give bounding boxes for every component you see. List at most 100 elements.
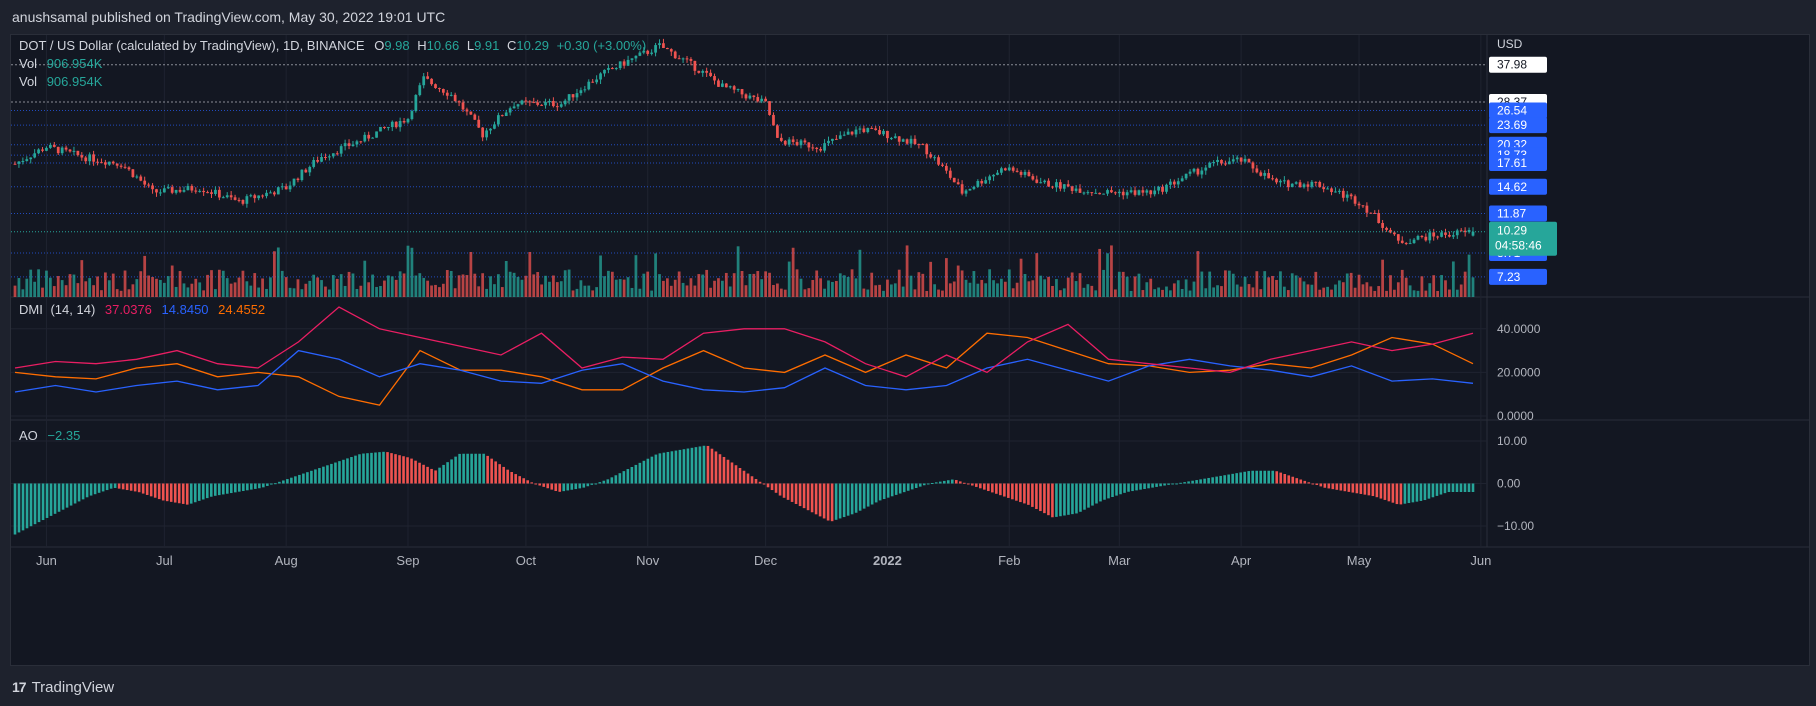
ao-bar: [950, 479, 954, 484]
ao-legend[interactable]: AO −2.35: [19, 427, 80, 445]
candle-body: [119, 165, 123, 167]
ao-bar: [1071, 483, 1074, 515]
ao-bar: [258, 483, 261, 489]
candle-body: [815, 147, 819, 149]
volume-bar: [151, 277, 154, 297]
ao-bar: [205, 483, 209, 499]
volume-bar: [206, 274, 209, 297]
ao-bar: [991, 483, 994, 493]
ao-bar: [1399, 483, 1403, 505]
ao-bar: [442, 464, 445, 484]
ao-bar: [278, 481, 281, 484]
candle-body: [528, 101, 532, 103]
ao-bar: [954, 480, 958, 484]
volume-bar: [430, 285, 433, 297]
volume-bar: [457, 275, 461, 297]
volume-bar: [500, 287, 504, 297]
ao-bar: [366, 453, 369, 484]
candle-body: [115, 163, 119, 166]
candle-body: [280, 186, 284, 188]
candle-body: [335, 153, 339, 155]
ao-bar: [486, 455, 489, 484]
volume-bar: [186, 287, 190, 297]
ao-bar: [286, 479, 289, 484]
candle-body: [1184, 173, 1188, 179]
candle-body: [45, 147, 48, 151]
candle-body: [17, 161, 21, 164]
vol-legend[interactable]: Vol 906.954K: [19, 55, 102, 73]
ao-bar: [1407, 483, 1411, 504]
volume-bar: [21, 289, 25, 297]
ao-bar: [522, 478, 525, 484]
candle-body: [646, 50, 650, 54]
volume-bar: [1169, 290, 1172, 297]
ao-bar: [1123, 483, 1126, 493]
candle-body: [1133, 190, 1137, 195]
volume-bar: [1188, 290, 1192, 297]
ao-bar: [438, 467, 441, 484]
volume-bar: [229, 283, 233, 297]
ao-bar: [979, 483, 982, 489]
volume-bar: [988, 269, 991, 297]
footer-brand[interactable]: 17 TradingView: [12, 675, 114, 699]
candle-body: [807, 142, 811, 148]
ao-bar: [394, 454, 397, 484]
volume-bar: [162, 282, 166, 297]
vol-legend-2[interactable]: Vol 906.954K: [19, 73, 102, 91]
volume-bar: [779, 288, 783, 297]
ao-bar: [209, 483, 213, 497]
candle-body: [838, 135, 842, 139]
candle-body: [642, 50, 646, 53]
candle-body: [1471, 231, 1475, 236]
volume-bar: [363, 260, 367, 297]
ao-bar: [1135, 483, 1138, 491]
ao-bar: [326, 465, 329, 484]
dmi-legend[interactable]: DMI (14, 14) 37.0376 14.8450 24.4552: [19, 301, 265, 319]
ao-bar: [97, 483, 101, 493]
candle-body: [418, 85, 422, 96]
volume-bar: [591, 290, 595, 297]
candle-body: [827, 140, 830, 144]
ao-bar: [1447, 483, 1451, 492]
chart-svg[interactable]: 40.0000 20.0000 0.0000 10.00 0.00 −10.00 USD…: [11, 35, 1809, 665]
ao-bar: [1171, 483, 1174, 485]
volume-bar: [1157, 287, 1160, 297]
candle-body: [324, 156, 327, 158]
volume-bar: [559, 281, 563, 297]
ao-bar: [690, 447, 694, 484]
volume-bar: [88, 278, 92, 297]
volume-bar: [1448, 289, 1451, 297]
volume-bar: [1334, 284, 1337, 297]
volume-bar: [33, 281, 37, 297]
ao-bar: [818, 483, 822, 517]
volume-bar: [614, 279, 618, 297]
candle-body: [100, 162, 103, 164]
ao-bar: [13, 483, 17, 535]
candle-body: [229, 195, 233, 198]
volume-bar: [689, 278, 693, 297]
ao-bar: [938, 481, 942, 484]
price-level-label: 23.69: [1497, 118, 1527, 132]
ao-bar: [682, 449, 686, 484]
volume-bar: [37, 269, 40, 297]
price-level-badge: [1489, 205, 1547, 222]
volume-bar: [1106, 253, 1109, 297]
ao-bar: [698, 446, 702, 484]
candle-body: [626, 59, 630, 66]
volume-bar: [249, 285, 253, 297]
symbol-title[interactable]: DOT / US Dollar (calculated by TradingVi…: [19, 38, 365, 53]
volume-bar: [787, 261, 791, 297]
volume-bar: [386, 275, 390, 297]
chart-frame[interactable]: 40.0000 20.0000 0.0000 10.00 0.00 −10.00 USD…: [10, 34, 1810, 666]
ao-bar: [334, 462, 337, 484]
volume-bar: [469, 251, 473, 297]
volume-bar: [1117, 271, 1121, 297]
candle-body: [1172, 181, 1176, 185]
candle-body: [937, 157, 940, 165]
ao-bar: [1279, 472, 1283, 484]
ao-bar: [1203, 478, 1206, 484]
ao-bar: [1439, 483, 1443, 495]
volume-bar: [650, 290, 654, 297]
volume-bar: [1444, 280, 1447, 297]
brand-name: TradingView: [31, 678, 115, 696]
